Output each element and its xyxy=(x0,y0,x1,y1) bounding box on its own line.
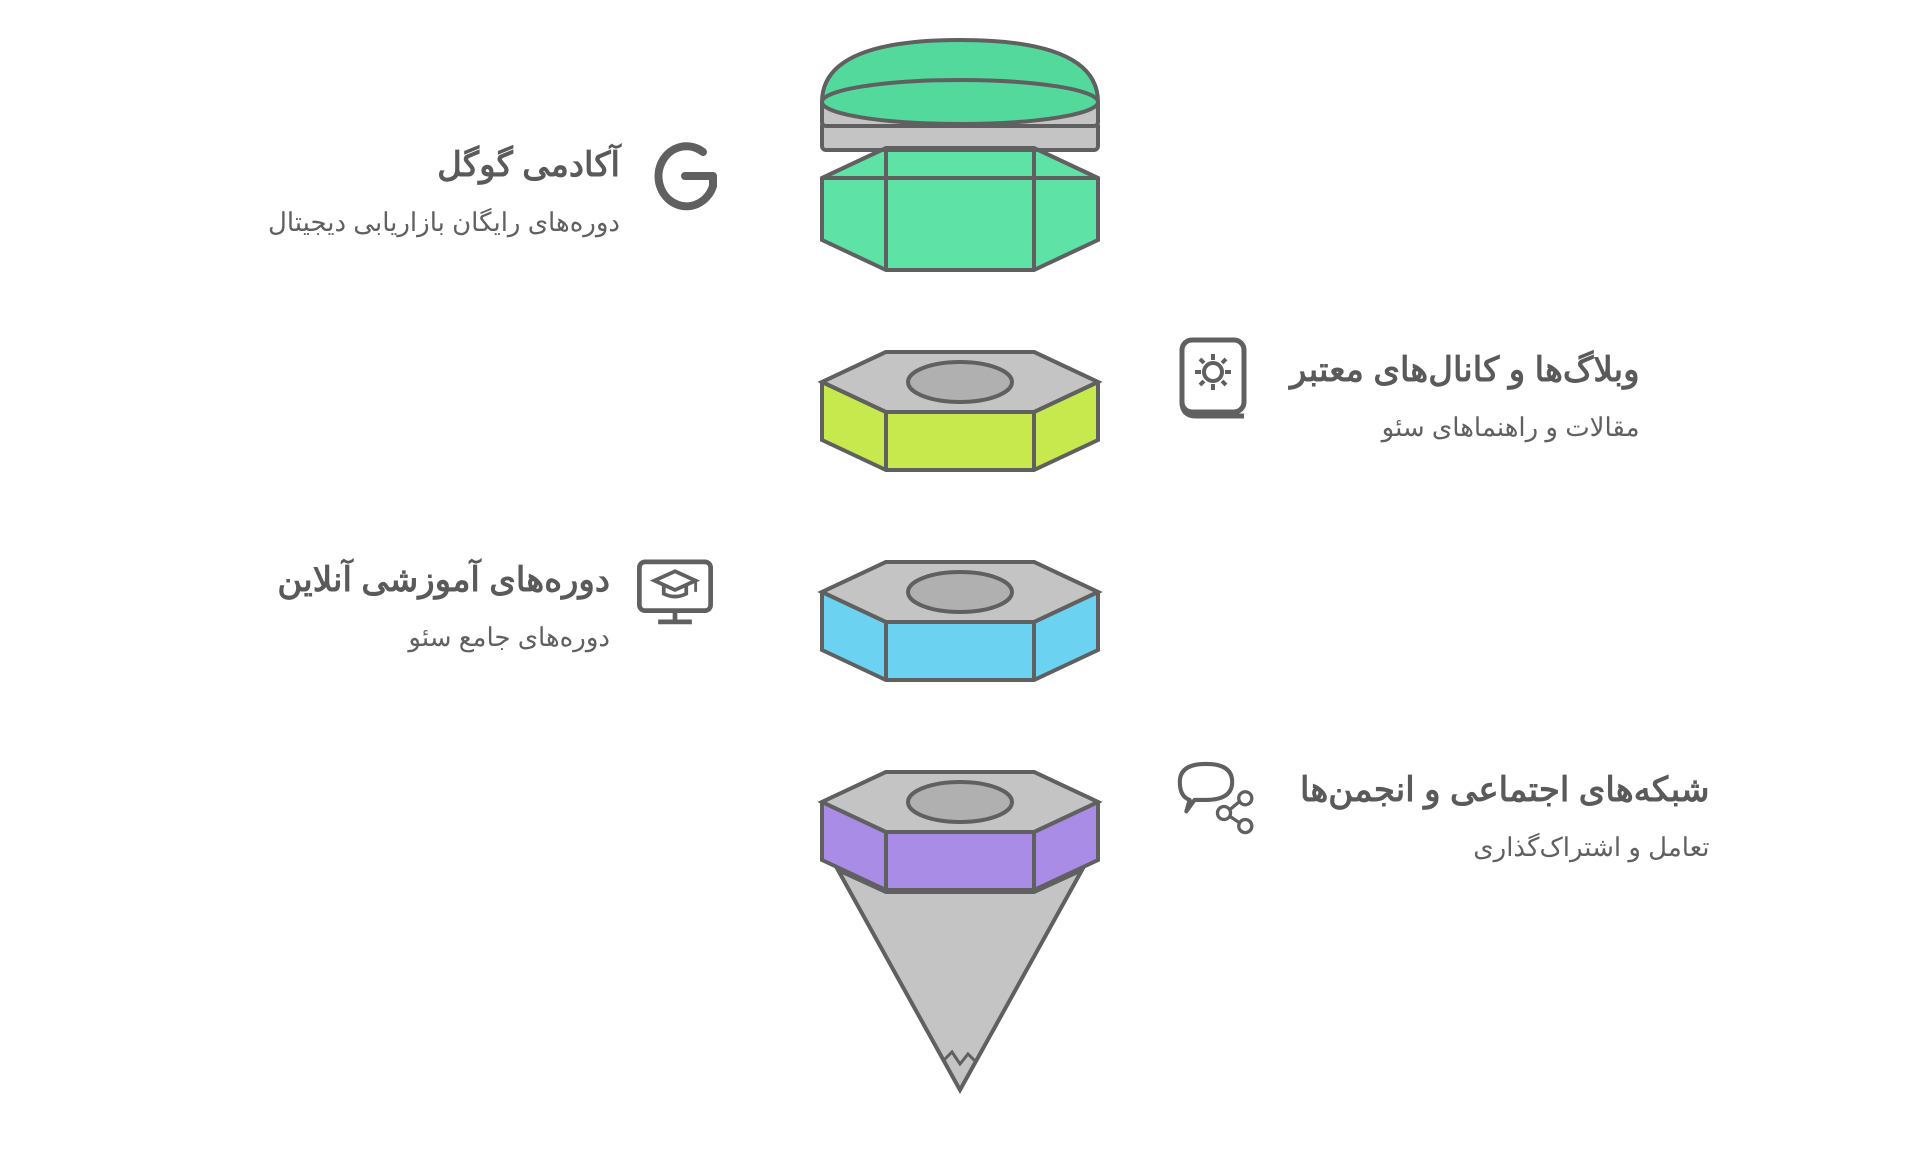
segment-2 xyxy=(822,352,1098,470)
google-g-icon xyxy=(640,130,730,220)
seg2-text: وبلاگ‌ها و کانال‌های معتبر مقالات و راهن… xyxy=(1290,350,1640,443)
segment-1 xyxy=(822,40,1098,270)
infographic-canvas: آکادمی گوگل دوره‌های رایگان بازاریابی دی… xyxy=(0,0,1920,1160)
chat-share-icon xyxy=(1170,750,1260,840)
seg4-subtitle: تعامل و اشتراک‌گذاری xyxy=(1300,832,1709,863)
book-gear-icon xyxy=(1170,335,1260,425)
segment-3 xyxy=(822,562,1098,680)
seg3-subtitle: دوره‌های جامع سئو xyxy=(277,622,610,653)
seg4-text: شبکه‌های اجتماعی و انجمن‌ها تعامل و اشتر… xyxy=(1300,770,1709,863)
seg4-title: شبکه‌های اجتماعی و انجمن‌ها xyxy=(1300,770,1709,810)
seg1-text: آکادمی گوگل دوره‌های رایگان بازاریابی دی… xyxy=(268,145,620,238)
seg3-text: دوره‌های آموزشی آنلاین دوره‌های جامع سئو xyxy=(277,560,610,653)
seg2-subtitle: مقالات و راهنماهای سئو xyxy=(1290,412,1640,443)
seg1-subtitle: دوره‌های رایگان بازاریابی دیجیتال xyxy=(268,207,620,238)
segment-4 xyxy=(822,772,1098,1090)
seg1-title: آکادمی گوگل xyxy=(268,145,620,185)
pencil-stack xyxy=(780,30,1140,1130)
monitor-cap-icon xyxy=(630,545,720,635)
seg3-title: دوره‌های آموزشی آنلاین xyxy=(277,560,610,600)
seg2-title: وبلاگ‌ها و کانال‌های معتبر xyxy=(1290,350,1640,390)
